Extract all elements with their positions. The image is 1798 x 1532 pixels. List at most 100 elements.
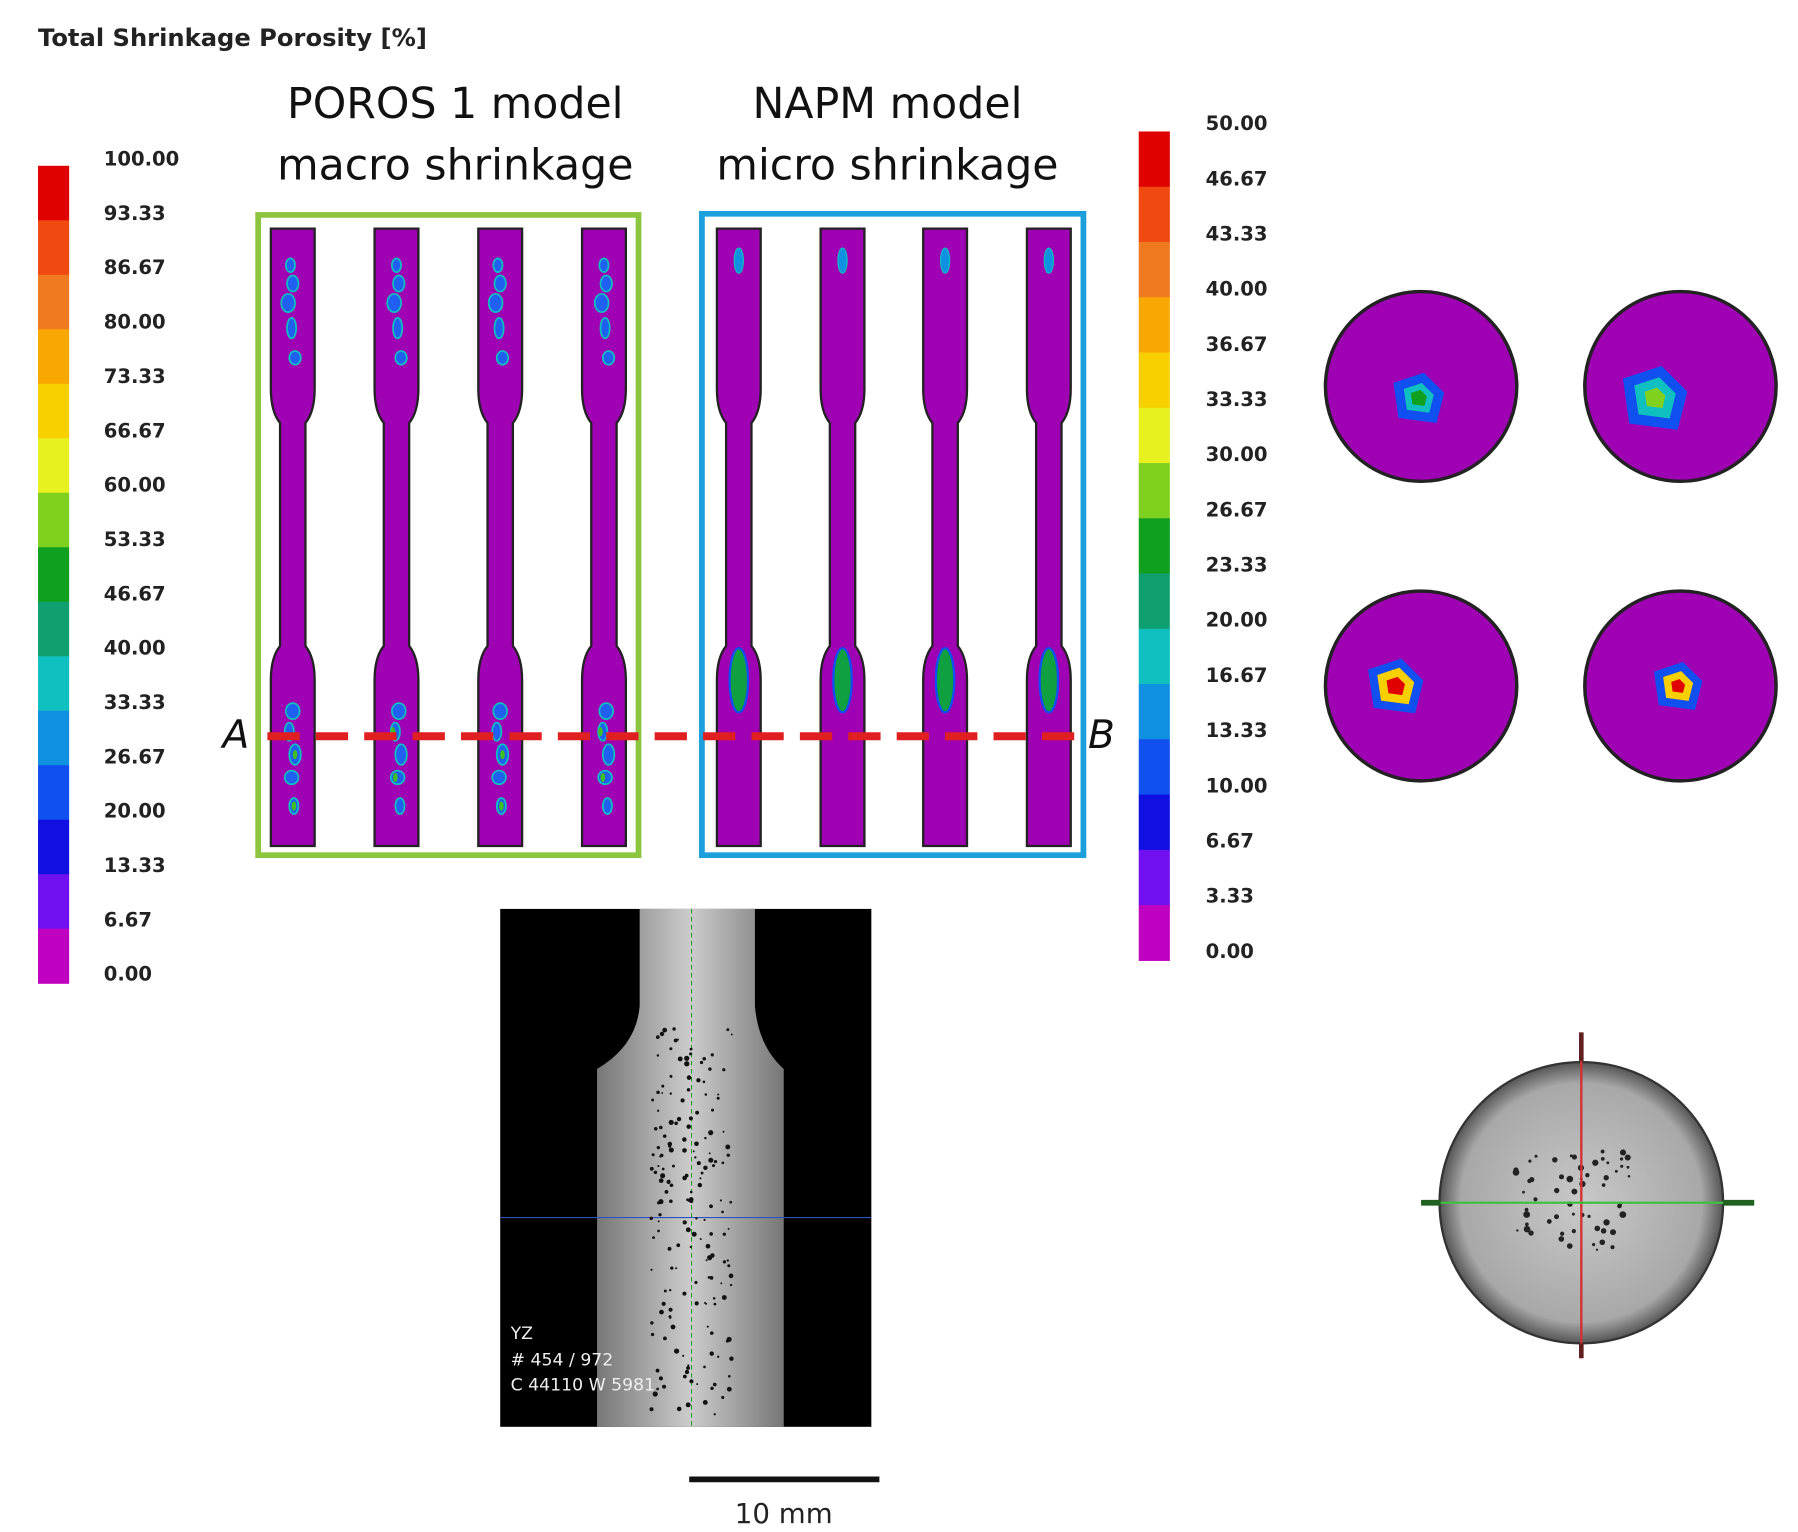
ct-pore xyxy=(1620,1165,1623,1168)
ct-pore xyxy=(695,1301,699,1305)
ct-pore xyxy=(659,1310,664,1315)
pore xyxy=(395,351,407,365)
ct-pore xyxy=(703,1400,708,1405)
legend-swatch xyxy=(1139,242,1170,298)
legend-label: 46.67 xyxy=(1206,167,1268,190)
legend-label: 0.00 xyxy=(104,963,152,986)
ct-pore xyxy=(720,1282,722,1284)
ct-pore xyxy=(657,1165,659,1167)
ct-pore xyxy=(1627,1166,1630,1169)
ct-pore xyxy=(695,1217,697,1219)
ct-pore xyxy=(727,1154,730,1157)
ct-pore xyxy=(1560,1232,1564,1236)
specimen xyxy=(821,229,865,846)
ct-pore xyxy=(668,1145,671,1148)
ct-pore xyxy=(650,1269,652,1271)
legend-label: 26.67 xyxy=(1206,498,1268,521)
legend-swatch xyxy=(38,765,69,820)
pore xyxy=(393,276,405,292)
ct-pore xyxy=(717,1356,719,1358)
legend-label: 86.67 xyxy=(104,256,166,279)
ct-pore xyxy=(721,1211,724,1214)
pore xyxy=(600,318,609,339)
ct-pore xyxy=(1524,1226,1531,1233)
pore-core xyxy=(600,773,605,782)
ct-pore xyxy=(712,1164,715,1167)
legend-swatch xyxy=(1139,684,1170,740)
legend-label: 6.67 xyxy=(104,908,152,931)
legend-label: 93.33 xyxy=(104,202,166,225)
legend-swatch xyxy=(38,820,69,875)
ct-pore xyxy=(708,1067,711,1070)
pore xyxy=(598,771,612,785)
ct-pore xyxy=(662,1385,666,1389)
ct-disc xyxy=(1421,1032,1754,1358)
ct-pore xyxy=(1571,1189,1577,1195)
ct-pore xyxy=(689,1379,693,1383)
legend-swatch xyxy=(38,384,69,439)
legend-label: 46.67 xyxy=(104,582,166,605)
ct-info: YZ xyxy=(510,1324,534,1344)
ct-image: YZ # 454 / 972 C 44110 W 5981 xyxy=(500,909,871,1427)
pore xyxy=(492,771,506,785)
ct-pore xyxy=(727,1337,732,1342)
legend-label: 0.00 xyxy=(1206,940,1254,963)
section-label: B xyxy=(1088,713,1115,758)
ct-pore xyxy=(694,1141,699,1146)
pore xyxy=(497,351,509,365)
ct-pore xyxy=(657,1054,659,1056)
ct-pore xyxy=(694,1281,697,1284)
ct-pore xyxy=(659,1126,662,1129)
legend-label: 13.33 xyxy=(104,854,166,877)
legend-swatch xyxy=(38,329,69,384)
pore-core xyxy=(598,727,603,736)
ct-pore xyxy=(1617,1204,1622,1209)
ct-info: C 44110 W 5981 xyxy=(511,1376,656,1396)
ct-pore xyxy=(670,1075,673,1078)
ct-pore xyxy=(1559,1236,1565,1242)
cross-sections xyxy=(1325,292,1776,781)
pore xyxy=(489,294,503,312)
ct-pore xyxy=(661,1092,663,1094)
ct-pore xyxy=(677,1039,679,1041)
pore xyxy=(493,703,507,719)
ct-pore xyxy=(714,1160,717,1163)
ct-pore xyxy=(710,1331,714,1335)
ct-pore xyxy=(693,1150,695,1152)
legend-swatch xyxy=(1139,905,1170,961)
ct-pore xyxy=(713,1297,716,1300)
ct-pore xyxy=(652,1153,655,1156)
ct-pore xyxy=(720,1199,722,1201)
legend-label: 33.33 xyxy=(104,691,166,714)
pore xyxy=(603,351,615,365)
ct-pore xyxy=(1522,1191,1525,1194)
ct-pore xyxy=(1554,1214,1559,1219)
ct-pore xyxy=(704,1137,706,1139)
legend-swatch xyxy=(38,602,69,657)
legend-label: 36.67 xyxy=(1206,333,1268,356)
ct-pore xyxy=(681,1098,685,1102)
panel-title: micro shrinkage xyxy=(716,142,1058,191)
ct-pore xyxy=(722,1295,727,1300)
pore-core xyxy=(499,801,504,810)
ct-pore xyxy=(697,1161,701,1165)
ct-pore xyxy=(674,1121,678,1125)
pore xyxy=(392,258,401,272)
ct-pore xyxy=(730,1284,732,1286)
ct-pore xyxy=(682,1292,686,1296)
legend-label: 6.67 xyxy=(1206,830,1254,853)
legend-swatch xyxy=(38,874,69,929)
pore xyxy=(833,648,851,712)
pore xyxy=(281,294,295,312)
pore xyxy=(285,771,299,785)
ct-pore xyxy=(686,1227,691,1232)
ct-pore xyxy=(728,1228,730,1230)
legend-swatch xyxy=(38,166,69,221)
ct-pore xyxy=(657,1201,660,1204)
ct-pore xyxy=(651,1099,654,1102)
pore-core xyxy=(293,750,298,759)
ct-pore xyxy=(1559,1174,1564,1179)
ct-pore xyxy=(699,1177,701,1179)
ct-pore xyxy=(717,1097,720,1100)
ct-pore xyxy=(659,1376,663,1380)
